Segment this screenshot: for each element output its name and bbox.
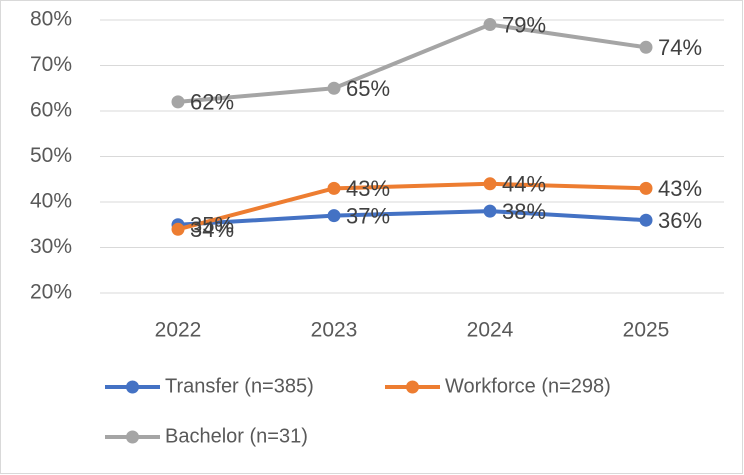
y-tick-label: 50% <box>30 144 72 167</box>
y-tick-label: 70% <box>30 53 72 76</box>
data-point <box>327 209 341 223</box>
data-point <box>327 81 341 95</box>
series-line <box>176 181 648 232</box>
data-point <box>171 222 185 236</box>
data-label: 36% <box>658 208 702 233</box>
data-label: 65% <box>346 76 390 101</box>
series-line <box>176 22 648 104</box>
x-tick-label: 2022 <box>155 319 202 342</box>
data-point <box>639 213 653 227</box>
legend-label: Workforce (n=298) <box>445 375 611 397</box>
legend-marker <box>126 430 139 444</box>
data-label: 34% <box>190 217 234 242</box>
data-point <box>327 181 341 195</box>
y-tick-label: 30% <box>30 235 72 258</box>
y-tick-label: 40% <box>30 190 72 213</box>
y-tick-label: 60% <box>30 99 72 122</box>
data-label: 79% <box>502 12 546 37</box>
legend-label: Bachelor (n=31) <box>165 425 308 447</box>
x-tick-label: 2024 <box>467 319 514 342</box>
x-tick-label: 2025 <box>623 319 670 342</box>
data-point <box>483 177 497 191</box>
data-point <box>171 95 185 109</box>
data-point <box>639 40 653 54</box>
legend-marker <box>406 380 419 394</box>
series-line <box>176 209 648 227</box>
legend-label: Transfer (n=385) <box>165 375 314 397</box>
data-point <box>483 204 497 218</box>
x-tick-label: 2023 <box>311 319 358 342</box>
data-label: 38% <box>502 199 546 224</box>
legend-marker <box>126 380 139 394</box>
y-tick-label: 80% <box>30 8 72 31</box>
data-label: 62% <box>190 90 234 115</box>
data-point <box>639 181 653 195</box>
data-label: 35% <box>190 213 234 238</box>
data-label: 74% <box>658 35 702 60</box>
data-point <box>483 18 497 32</box>
data-label: 44% <box>502 172 546 197</box>
y-tick-label: 20% <box>30 281 72 304</box>
data-label: 37% <box>346 203 390 228</box>
data-label: 43% <box>346 176 390 201</box>
data-label: 43% <box>658 176 702 201</box>
